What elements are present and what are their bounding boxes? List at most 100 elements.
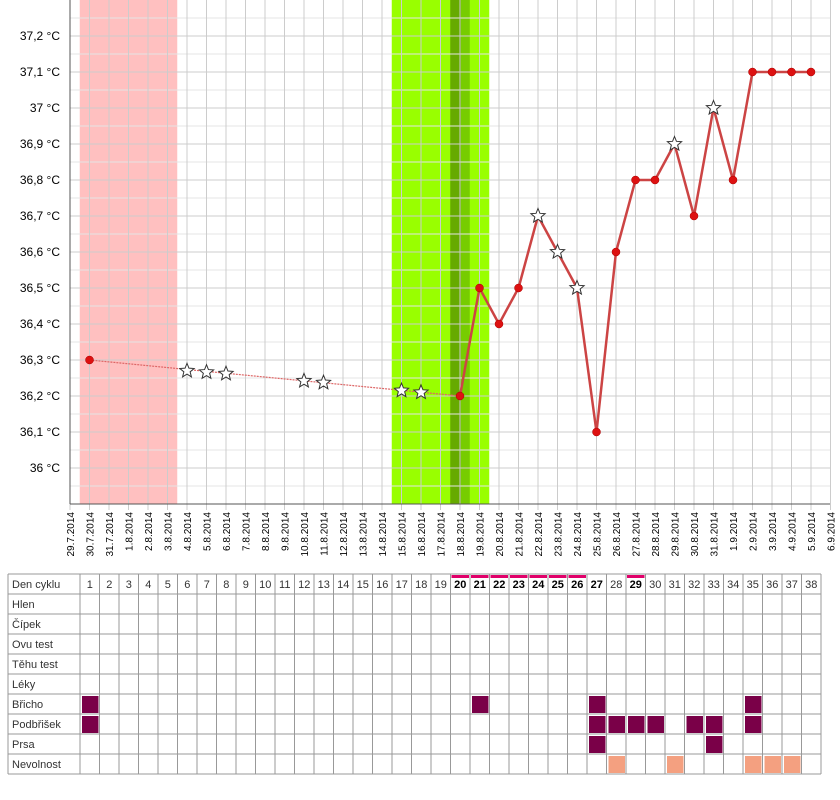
x-tick-label: 27.8.2014: [632, 512, 643, 557]
starred-point: [568, 279, 586, 296]
cycle-day-number: 29: [630, 579, 642, 591]
starred-point: [217, 364, 235, 381]
y-axis-tick-labels: 36 °C 36,1 °C 36,2 °C 36,3 °C 36,4 °C 36,5 °C…: [20, 29, 60, 475]
symptom-cell-light: [745, 756, 762, 773]
cycle-day-number: 35: [747, 579, 759, 591]
cycle-day-number: 1: [87, 579, 93, 591]
symptom-cell-dark: [745, 696, 762, 713]
cycle-day-number: 17: [396, 579, 408, 591]
starred-point: [412, 383, 430, 400]
measured-point: [767, 67, 777, 77]
starred-point: [705, 99, 722, 116]
day-marker: [471, 575, 489, 578]
horizontal-gridlines: [70, 17, 830, 487]
cycle-day-number: 37: [786, 579, 798, 591]
x-tick-label: 28.8.2014: [651, 512, 662, 557]
cycle-day-number: 30: [649, 579, 661, 591]
symptom-cell-dark: [589, 736, 606, 753]
y-tick-label: 36,6 °C: [20, 245, 60, 259]
x-tick-label: 21.8.2014: [515, 512, 526, 557]
x-tick-label: 31.7.2014: [105, 512, 116, 557]
starred-point: [315, 373, 332, 390]
y-tick-label: 36,3 °C: [20, 353, 60, 367]
cycle-day-number: 20: [454, 579, 466, 591]
x-tick-label: 14.8.2014: [378, 512, 389, 557]
y-tick-label: 36,9 °C: [20, 137, 60, 151]
cycle-day-number: 12: [298, 579, 310, 591]
x-tick-label: 29.8.2014: [671, 512, 682, 557]
measured-point: [85, 355, 94, 365]
starred-point: [549, 243, 566, 260]
x-tick-label: 13.8.2014: [359, 512, 370, 557]
x-tick-label: 25.8.2014: [593, 512, 604, 557]
symptom-cell-dark: [647, 716, 664, 733]
table-row-label: Nevolnost: [12, 759, 61, 771]
table-row-label: Podbřišek: [12, 719, 61, 731]
starred-point: [529, 207, 547, 224]
cycle-day-number: 9: [243, 579, 249, 591]
cycle-day-number: 13: [318, 579, 330, 591]
day-marker: [510, 575, 528, 578]
symptom-cell-dark: [706, 736, 723, 753]
y-tick-label: 37,1 °C: [20, 65, 60, 79]
measured-point: [592, 427, 601, 437]
table-row-label: Ovu test: [12, 639, 53, 651]
x-tick-label: 18.8.2014: [456, 512, 467, 557]
x-tick-label: 24.8.2014: [573, 512, 584, 557]
x-tick-label: 19.8.2014: [476, 512, 487, 557]
cycle-day-number: 14: [337, 579, 349, 591]
starred-point: [178, 361, 196, 378]
symptom-cell-dark: [472, 696, 489, 713]
day-marker: [529, 575, 547, 578]
measured-point: [611, 247, 621, 257]
x-tick-label: 10.8.2014: [300, 512, 311, 557]
x-tick-label: 2.9.2014: [749, 512, 760, 551]
day-marker: [490, 575, 508, 578]
symptom-cell-dark: [82, 696, 99, 713]
x-tick-label: 26.8.2014: [612, 512, 623, 557]
cycle-day-number: 27: [591, 579, 603, 591]
cycle-day-number: 28: [610, 579, 622, 591]
measured-point: [631, 175, 640, 185]
x-tick-label: 11.8.2014: [320, 512, 331, 556]
cycle-day-number: 15: [357, 579, 369, 591]
y-tick-label: 36,7 °C: [20, 209, 60, 223]
y-tick-label: 36,4 °C: [20, 317, 60, 331]
cycle-day-number: 19: [435, 579, 447, 591]
symptom-cell-dark: [745, 716, 762, 733]
table-row-label: Těhu test: [12, 659, 58, 671]
y-tick-label: 36,1 °C: [20, 425, 60, 439]
table-row-label: Čípek: [12, 618, 41, 631]
vertical-gridlines: [69, 0, 831, 510]
x-tick-label: 3.9.2014: [768, 512, 779, 551]
x-tick-label: 5.9.2014: [807, 512, 818, 551]
x-tick-label: 16.8.2014: [417, 512, 428, 557]
cycle-day-number: 22: [493, 579, 505, 591]
symptom-cell-dark: [608, 716, 625, 733]
x-tick-label: 1.9.2014: [729, 512, 740, 551]
temperature-series: [85, 67, 816, 437]
symptom-cell-dark: [589, 696, 606, 713]
x-tick-label: 2.8.2014: [144, 512, 155, 551]
x-axis-tick-labels: 29.7.2014 30.7.2014 31.7.2014 1.8.2014 2.8.2…: [66, 512, 838, 557]
cycle-day-number: 2: [106, 579, 112, 591]
measured-point: [475, 283, 484, 293]
cycle-day-number: 23: [513, 579, 525, 591]
cycle-day-number: 10: [259, 579, 271, 591]
measured-point: [494, 319, 504, 329]
cycle-day-number: 11: [279, 579, 290, 591]
x-tick-label: 22.8.2014: [534, 512, 545, 557]
cycle-day-number: 33: [708, 579, 720, 591]
measured-point: [806, 67, 816, 77]
x-tick-label: 15.8.2014: [398, 512, 409, 557]
x-tick-label: 4.9.2014: [788, 512, 799, 551]
x-tick-label: 9.8.2014: [281, 512, 292, 551]
table-row-label: Prsa: [12, 739, 36, 751]
cycle-day-number: 18: [415, 579, 427, 591]
symptom-cell-dark: [706, 716, 723, 733]
starred-point: [393, 381, 410, 398]
cycle-day-number: 4: [145, 579, 151, 591]
symptom-cell-light: [608, 756, 625, 773]
measured-point: [455, 391, 465, 401]
x-tick-label: 6.8.2014: [222, 512, 233, 551]
